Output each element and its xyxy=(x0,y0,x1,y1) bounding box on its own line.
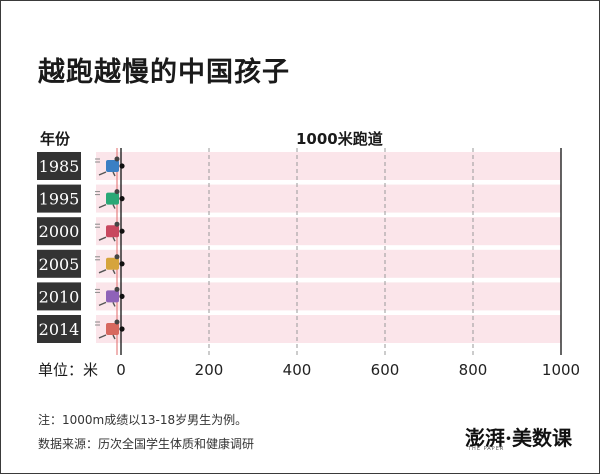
lane-2005 xyxy=(96,249,561,278)
year-labels-group: 1985 1995 2000 2005 2010 2014 xyxy=(37,152,81,343)
tick-label-800: 800 xyxy=(459,361,488,379)
lane-1995 xyxy=(96,184,561,213)
year-box-2005 xyxy=(37,249,81,278)
brand-logo: 澎湃·美数课 xyxy=(465,426,572,450)
runner-1985 xyxy=(95,156,125,177)
runner-2010 xyxy=(95,286,125,307)
data-source: 数据来源：历次全国学生体质和健康调研 xyxy=(38,437,255,451)
lane-2010 xyxy=(96,282,561,311)
position-dot-2000 xyxy=(119,228,125,234)
runner-1995 xyxy=(95,189,125,209)
chart-title: 越跑越慢的中国孩子 xyxy=(38,57,290,88)
runner-2005 xyxy=(95,254,125,275)
year-column-header: 年份 xyxy=(40,130,71,148)
footnote: 注：1000m成绩以13-18岁男生为例。 xyxy=(38,413,248,427)
position-dot-1995 xyxy=(119,196,125,202)
lane-1985 xyxy=(96,152,561,180)
year-label-1985: 1985 xyxy=(39,157,80,176)
year-label-2000: 2000 xyxy=(39,222,80,241)
year-box-1985 xyxy=(37,152,81,180)
year-label-1995: 1995 xyxy=(39,190,80,209)
tick-label-200: 200 xyxy=(195,361,224,379)
lane-2014 xyxy=(96,315,561,343)
runners-group xyxy=(95,156,125,340)
year-box-2014 xyxy=(37,315,81,343)
tick-label-1000: 1000 xyxy=(542,361,580,379)
year-box-2000 xyxy=(37,217,81,246)
tick-labels-group: 0 200 400 600 800 1000 xyxy=(116,361,580,379)
tick-label-0: 0 xyxy=(116,361,126,379)
tick-label-600: 600 xyxy=(371,361,400,379)
tick-label-400: 400 xyxy=(283,361,312,379)
unit-label: 单位：米 xyxy=(38,361,99,379)
year-box-1995 xyxy=(37,184,81,213)
year-box-2010 xyxy=(37,282,81,311)
brand-logo-subtitle: THE PAPER xyxy=(468,446,505,452)
position-dot-2014 xyxy=(119,326,125,332)
year-label-2014: 2014 xyxy=(39,320,80,339)
runner-2000 xyxy=(95,221,125,242)
position-dot-1985 xyxy=(119,163,125,169)
position-dot-2010 xyxy=(119,293,125,299)
lane-2000 xyxy=(96,217,561,246)
year-label-2010: 2010 xyxy=(39,287,80,306)
runner-2014 xyxy=(95,319,125,340)
position-dot-2005 xyxy=(119,261,125,267)
year-label-2005: 2005 xyxy=(39,255,80,274)
event-column-header: 1000米跑道 xyxy=(296,130,383,148)
lanes-group xyxy=(96,152,561,343)
